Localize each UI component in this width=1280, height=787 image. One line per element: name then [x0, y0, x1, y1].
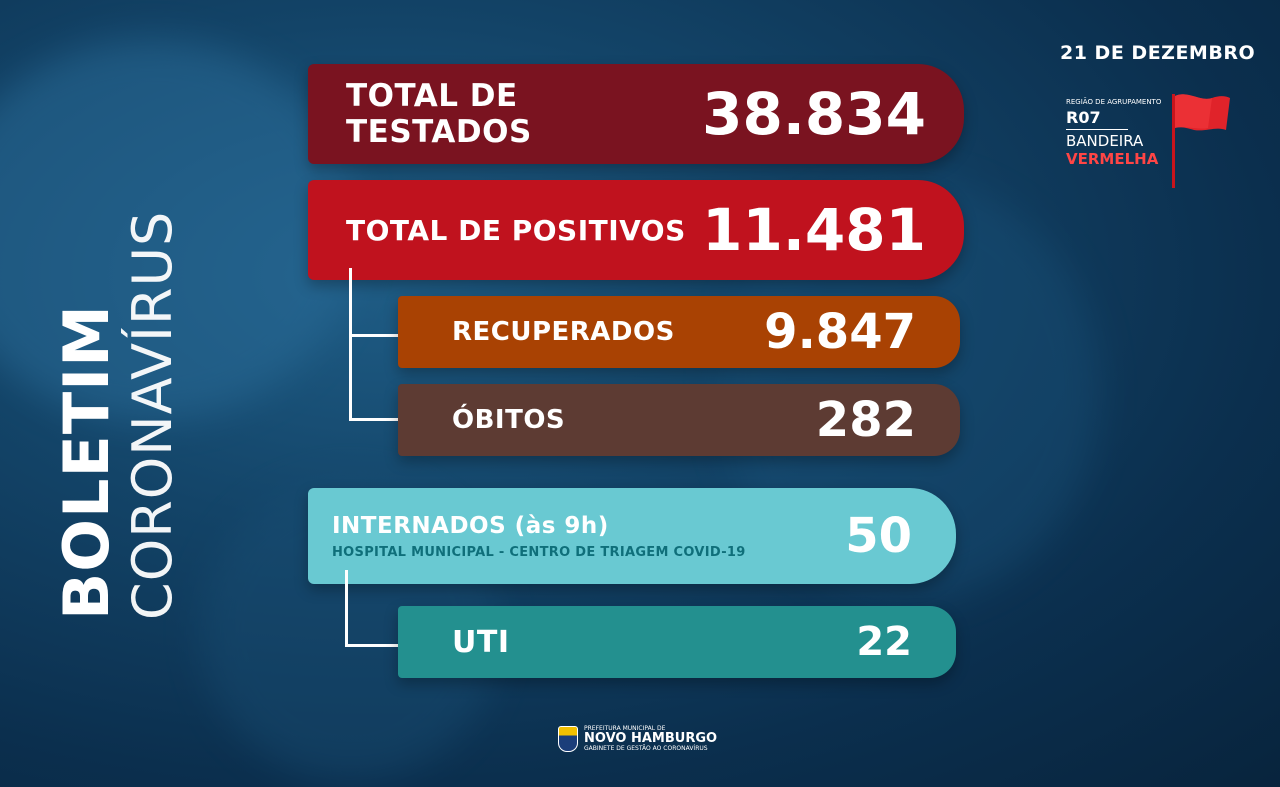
tree-connector — [349, 330, 402, 421]
flag-label-line1: BANDEIRA — [1066, 132, 1144, 150]
uti-label: UTI — [452, 624, 510, 660]
recuperados-value: 9.847 — [764, 304, 916, 360]
background-blob — [0, 40, 360, 420]
internados-subtitle: HOSPITAL MUNICIPAL - CENTRO DE TRIAGEM C… — [332, 544, 746, 560]
internados-value: 50 — [845, 508, 912, 564]
flag-label-line2: VERMELHA — [1066, 150, 1159, 168]
region-badge: REGIÃO DE AGRUPAMENTO R07 BANDEIRA VERME… — [1066, 98, 1161, 168]
internados-card: INTERNADOS (às 9h) HOSPITAL MUNICIPAL - … — [308, 488, 956, 584]
uti-value: 22 — [856, 619, 912, 665]
recuperados-label: RECUPERADOS — [452, 317, 675, 347]
report-date: 21 DE DEZEMBRO — [1060, 42, 1256, 64]
footer-line3: GABINETE DE GESTÃO AO CORONAVÍRUS — [584, 744, 708, 752]
footer-text: PREFEITURA MUNICIPAL DE NOVO HAMBURGO GA… — [584, 725, 718, 752]
region-caption: REGIÃO DE AGRUPAMENTO — [1066, 98, 1162, 106]
red-flag-icon — [1172, 94, 1230, 188]
tree-connector — [349, 268, 402, 337]
testados-label: TOTAL DE TESTADOS — [346, 78, 532, 150]
title-coronavirus: CORONAVÍRUS — [121, 210, 184, 620]
tree-connector — [345, 570, 402, 647]
internados-texts: INTERNADOS (às 9h) HOSPITAL MUNICIPAL - … — [332, 513, 746, 560]
total-testados-card: TOTAL DE TESTADOS 38.834 — [308, 64, 964, 164]
footer-line1: PREFEITURA MUNICIPAL DE — [584, 725, 666, 732]
city-crest-icon — [558, 726, 578, 753]
title-boletim: BOLETIM — [50, 304, 123, 620]
total-positivos-card: TOTAL DE POSITIVOS 11.481 — [308, 180, 964, 280]
footer-line2: NOVO HAMBURGO — [584, 731, 718, 747]
footer-logo: PREFEITURA MUNICIPAL DE NOVO HAMBURGO GA… — [558, 725, 718, 753]
vertical-title: BOLETIM CORONAVÍRUS — [50, 210, 184, 620]
obitos-card: ÓBITOS 282 — [398, 384, 960, 456]
positivos-label: TOTAL DE POSITIVOS — [346, 213, 686, 247]
uti-card: UTI 22 — [398, 606, 956, 678]
obitos-label: ÓBITOS — [452, 405, 566, 435]
recuperados-card: RECUPERADOS 9.847 — [398, 296, 960, 368]
testados-value: 38.834 — [702, 80, 926, 148]
internados-label: INTERNADOS (às 9h) — [332, 512, 609, 539]
positivos-value: 11.481 — [702, 196, 926, 264]
obitos-value: 282 — [815, 392, 916, 448]
region-code: R07 — [1066, 108, 1128, 130]
